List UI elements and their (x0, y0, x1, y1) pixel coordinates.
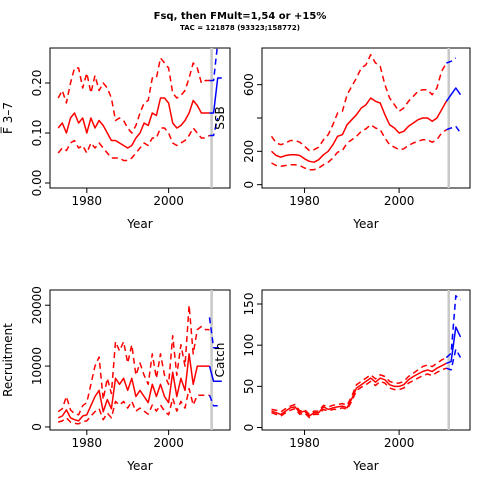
catch-ytick-label: 150 (242, 293, 256, 316)
catch-ytick-label: 0 (242, 424, 256, 432)
recruitment-series-projection-median-3 (208, 365, 222, 383)
ssb-plot-area (270, 48, 462, 188)
ssb-series-projection-band-4 (446, 57, 457, 64)
ssb-series-history-band-1 (270, 53, 448, 152)
ssb-ytick-label: 600 (242, 73, 256, 96)
fbar-frame (49, 47, 231, 189)
recruitment-series-projection-band-5 (208, 395, 218, 407)
fbar-ytick-label: 0.00 (30, 170, 44, 197)
fbar-panel: 1980 2000 0.00 0.10 0.20 Year F̅ 3–7 (0, 47, 231, 231)
recruitment-xlabel: Year (126, 459, 152, 473)
recruitment-ytick-label: 20000 (30, 286, 44, 324)
fbar-series-projection-band-5 (209, 117, 219, 137)
catch-xlabel: Year (352, 459, 378, 473)
figure-title: Fsq, then FMult=1,54 or +15% (153, 11, 327, 22)
ssb-xtick-label: 2000 (384, 194, 415, 208)
recruitment-series-history-median-0 (57, 353, 210, 422)
recruitment-ylabel: Recruitment (1, 323, 15, 397)
ssb-series-history-median-0 (271, 97, 448, 163)
fbar-series-projection-band-4 (209, 48, 218, 82)
ssb-ylabel: SSB (213, 106, 227, 129)
ssb-ytick-label: 0 (242, 181, 256, 189)
fbar-series-history-band-2 (57, 127, 210, 162)
recruitment-xtick-label: 1980 (72, 436, 103, 450)
recruitment-ytick-label: 10000 (30, 347, 44, 385)
fbar-ytick-label: 0.20 (30, 70, 44, 97)
catch-series-projection-band-5 (446, 348, 462, 371)
catch-ylabel: Catch (213, 343, 227, 378)
recruitment-frame (49, 289, 231, 431)
fbar-series-history-median-0 (57, 97, 210, 149)
catch-series-history-band-1 (271, 356, 447, 416)
catch-frame (261, 289, 471, 431)
ssb-series-history-band-2 (271, 123, 447, 171)
fbar-ytick-label: 0.10 (30, 120, 44, 147)
figure-subtitle: TAC = 121878 (93323;158772) (180, 24, 300, 32)
catch-series-history-median-0 (271, 362, 447, 417)
catch-series-projection-band-4 (445, 295, 461, 359)
catch-series-history-band-2 (271, 367, 447, 419)
fbar-plot-area (57, 48, 222, 188)
recruitment-plot-area (57, 290, 222, 430)
fbar-ylabel: F̅ 3–7 (0, 102, 15, 134)
recruitment-series-history-band-2 (57, 387, 210, 425)
ssb-xlabel: Year (352, 217, 378, 231)
ssb-series-projection-band-5 (446, 125, 462, 134)
catch-panel: 1980 2000 0 50 100 150 Year Catch (213, 289, 471, 473)
fbar-series-history-band-1 (57, 57, 210, 134)
fbar-xlabel: Year (126, 217, 152, 231)
ssb-frame (261, 47, 471, 189)
catch-ytick-label: 100 (242, 334, 256, 357)
ssb-series-projection-median-3 (445, 87, 462, 102)
catch-xtick-label: 1980 (289, 436, 320, 450)
catch-ytick-label: 50 (242, 379, 256, 394)
fbar-series-projection-median-3 (209, 77, 222, 114)
catch-xtick-label: 2000 (384, 436, 415, 450)
catch-plot-area (271, 290, 462, 430)
recruitment-series-projection-band-4 (208, 317, 222, 349)
recruitment-series-history-band-1 (57, 304, 210, 416)
recruitment-ytick-label: 0 (30, 423, 44, 431)
ssb-panel: 1980 2000 0 200 600 Year SSB (213, 47, 471, 231)
fbar-xtick-label: 1980 (72, 194, 103, 208)
ssb-ytick-label: 200 (242, 140, 256, 163)
catch-series-projection-median-3 (446, 326, 462, 365)
fbar-xtick-label: 2000 (153, 194, 184, 208)
ssb-xtick-label: 1980 (289, 194, 320, 208)
recruitment-xtick-label: 2000 (153, 436, 184, 450)
